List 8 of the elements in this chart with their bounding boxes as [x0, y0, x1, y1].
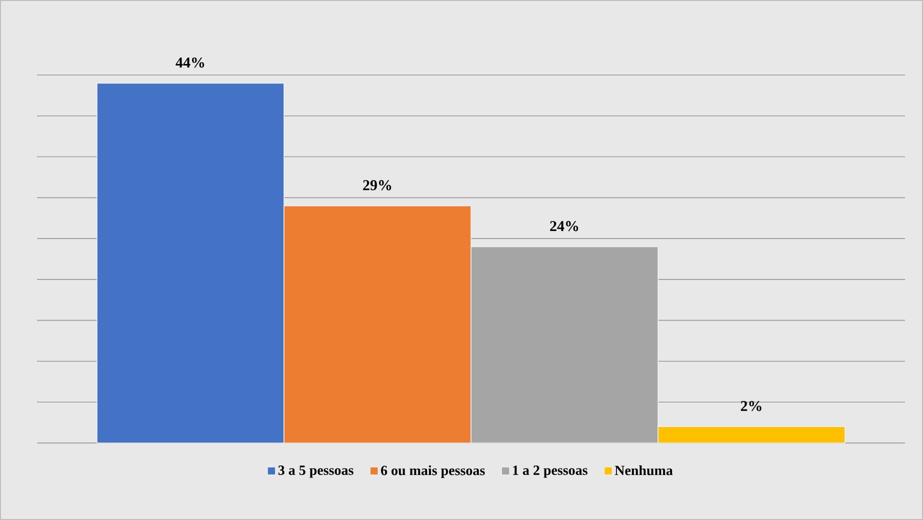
legend-label: 6 ou mais pessoas — [381, 465, 485, 478]
data-label: 24% — [550, 221, 578, 232]
legend-label: 1 a 2 pessoas — [513, 466, 588, 478]
legend-label: 3 a 5 pessoas — [278, 466, 354, 478]
data-label: 2% — [740, 400, 762, 412]
legend-label: Nenhuma — [614, 465, 673, 476]
data-label: 44% — [176, 57, 204, 68]
data-label: 29% — [363, 180, 392, 190]
